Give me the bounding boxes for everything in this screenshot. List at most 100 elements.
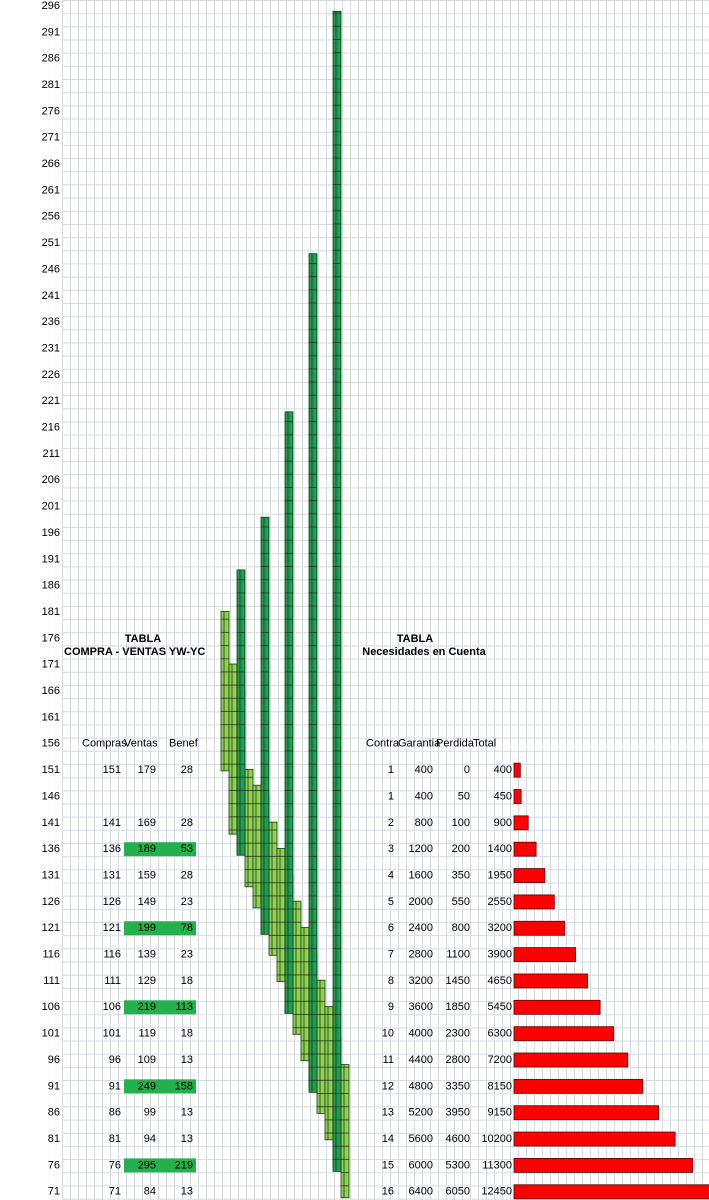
cell-value: 23	[181, 949, 193, 961]
cell-value: 3	[388, 843, 394, 855]
row-label: 96	[48, 1054, 60, 1066]
cell-outline	[292, 900, 302, 1035]
total-bar	[513, 841, 537, 857]
row-label: 156	[42, 738, 60, 750]
total-bar	[513, 762, 521, 778]
total-bar	[513, 999, 601, 1015]
cell-value: 151	[103, 764, 121, 776]
cell-value: 2800	[409, 949, 433, 961]
cell-value: 5450	[488, 1001, 512, 1013]
cell-value: 6300	[488, 1028, 512, 1040]
cell-value: 1100	[446, 949, 470, 961]
cell-value: 4800	[409, 1080, 433, 1092]
row-label: 126	[42, 896, 60, 908]
column-header: Compras	[82, 738, 127, 750]
cell-value: 139	[138, 949, 156, 961]
cell-value: 189	[138, 843, 156, 855]
cell-value: 1600	[409, 869, 433, 881]
row-label: 226	[42, 369, 60, 381]
row-label: 191	[42, 553, 60, 565]
row-label: 136	[42, 843, 60, 855]
cell-value: 113	[175, 1001, 193, 1013]
cell-value: 16	[382, 1186, 394, 1198]
cell-value: 3900	[488, 949, 512, 961]
cell-value: 8	[388, 975, 394, 987]
cell-value: 28	[181, 764, 193, 776]
cell-value: 13	[181, 1133, 193, 1145]
cell-outline	[252, 784, 262, 909]
cell-value: 350	[452, 869, 470, 881]
cell-outline	[260, 516, 270, 935]
total-bar	[513, 920, 565, 936]
cell-value: 7	[388, 949, 394, 961]
row-label: 261	[42, 184, 60, 196]
row-label: 131	[42, 869, 60, 881]
cell-value: 119	[138, 1028, 156, 1040]
cell-value: 400	[415, 790, 433, 802]
cell-outline	[244, 769, 254, 888]
cell-outline	[236, 569, 246, 856]
cell-value: 9150	[488, 1107, 512, 1119]
cell-value: 219	[138, 1001, 156, 1013]
cell-value: 219	[175, 1159, 193, 1171]
total-bar	[513, 1052, 629, 1068]
cell-value: 5600	[409, 1133, 433, 1145]
cell-value: 101	[103, 1028, 121, 1040]
cell-value: 3600	[409, 1001, 433, 1013]
cell-value: 86	[109, 1107, 121, 1119]
cell-value: 900	[494, 817, 512, 829]
cell-value: 4600	[446, 1133, 470, 1145]
cell-value: 7200	[488, 1054, 512, 1066]
total-bar	[513, 973, 588, 989]
row-label: 91	[48, 1080, 60, 1092]
cell-value: 99	[144, 1107, 156, 1119]
row-label: 121	[42, 922, 60, 934]
row-label: 221	[42, 395, 60, 407]
cell-value: 169	[138, 817, 156, 829]
cell-value: 6000	[409, 1159, 433, 1171]
column-header: Garantia	[398, 738, 441, 750]
cell-outline	[268, 821, 278, 956]
cell-value: 106	[103, 1001, 121, 1013]
cell-outline	[276, 848, 286, 983]
cell-value: 4650	[488, 975, 512, 987]
cell-value: 2300	[446, 1028, 470, 1040]
cell-value: 4	[388, 869, 394, 881]
total-bar	[513, 1105, 659, 1121]
cell-value: 91	[109, 1080, 121, 1092]
cell-value: 1	[388, 764, 394, 776]
cell-value: 400	[415, 764, 433, 776]
cell-value: 126	[103, 896, 121, 908]
cell-value: 13	[382, 1107, 394, 1119]
row-label: 231	[42, 342, 60, 354]
row-label: 281	[42, 79, 60, 91]
cell-value: 158	[175, 1080, 193, 1092]
cell-value: 11300	[482, 1159, 512, 1171]
cell-value: 1400	[488, 843, 512, 855]
cell-value: 2	[388, 817, 394, 829]
cell-value: 1950	[488, 869, 512, 881]
cell-value: 116	[103, 949, 121, 961]
cell-value: 179	[138, 764, 156, 776]
cell-value: 3200	[488, 922, 512, 934]
cell-value: 200	[452, 843, 470, 855]
row-label: 176	[42, 632, 60, 644]
total-bar	[513, 789, 522, 804]
cell-value: 295	[138, 1159, 156, 1171]
row-label: 291	[42, 26, 60, 38]
cell-value: 4400	[409, 1054, 433, 1066]
column-header: Perdida	[436, 738, 475, 750]
column-header: Total	[473, 738, 496, 750]
row-label: 241	[42, 290, 60, 302]
right-subtitle: Necesidades en Cuenta	[362, 646, 486, 658]
cell-value: 136	[103, 843, 121, 855]
column-header: Ventas	[124, 738, 158, 750]
cell-value: 129	[138, 975, 156, 987]
cell-value: 1	[388, 790, 394, 802]
cell-outline	[332, 10, 342, 1172]
row-label: 116	[42, 949, 60, 961]
row-label: 271	[42, 132, 60, 144]
cell-value: 6400	[409, 1186, 433, 1198]
cell-outline	[316, 979, 326, 1114]
